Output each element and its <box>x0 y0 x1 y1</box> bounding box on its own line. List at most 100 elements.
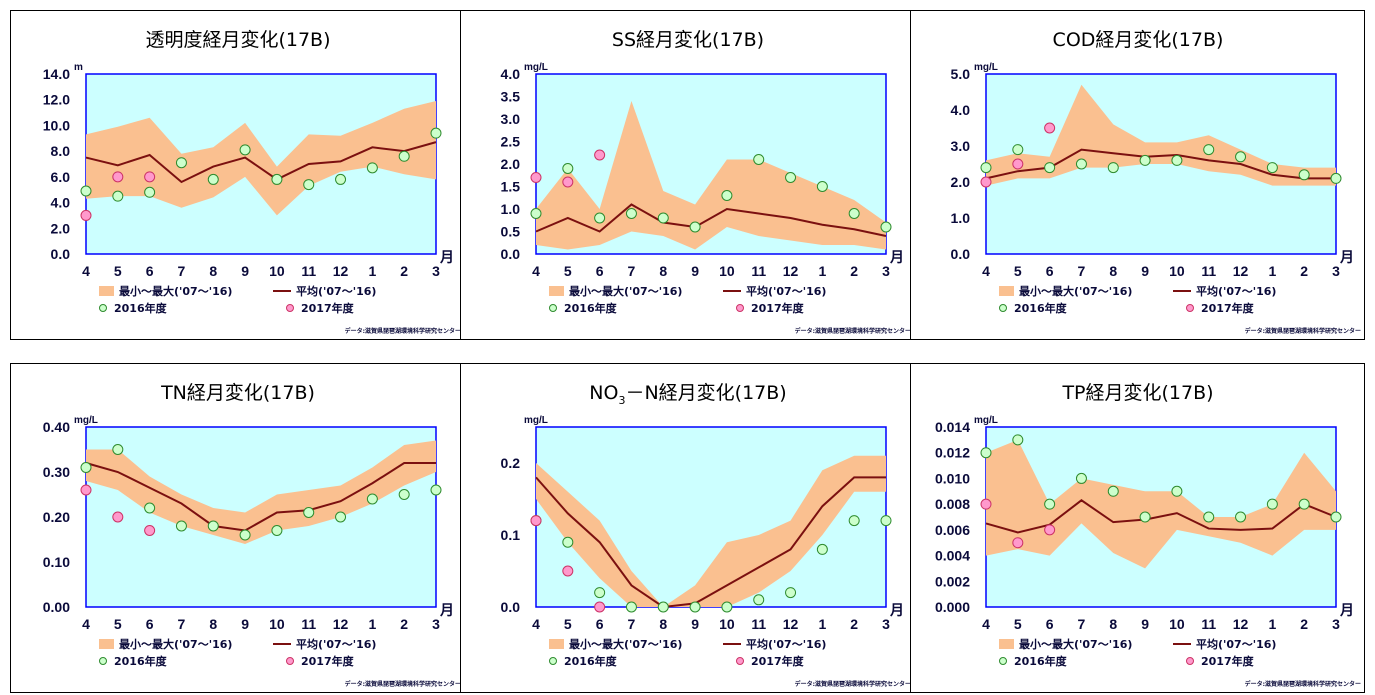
x-tick-label: 7 <box>1078 263 1086 279</box>
legend-mean: 平均('07～'16) <box>746 284 826 298</box>
point-2016 <box>1171 154 1183 166</box>
x-tick-label: 4 <box>532 616 540 632</box>
legend-range: 最小～最大('07～'16) <box>1019 637 1132 651</box>
y-tick-label: 0.30 <box>43 464 70 480</box>
y-tick-label: 0.008 <box>935 496 970 512</box>
point-2016 <box>144 502 156 514</box>
legend-marker-2016 <box>999 657 1007 665</box>
legend-range: 最小～最大('07～'16) <box>569 284 682 298</box>
legend-2016: 2016年度 <box>114 654 168 668</box>
point-2016 <box>1266 498 1278 510</box>
point-2016 <box>689 601 701 613</box>
point-2016 <box>271 173 283 185</box>
point-2016 <box>625 601 637 613</box>
point-2017 <box>112 171 124 183</box>
point-2016 <box>657 212 669 224</box>
range-band <box>86 440 436 544</box>
chart-svg: TP経月変化(17B) 0.000 0.002 0.004 0.006 0.008 0.01… <box>935 382 1361 688</box>
x-tick-label: 7 <box>178 616 186 632</box>
chart-svg: SS経月変化(17B) 0.0 0.5 1.0 1.5 2.0 2.5 3.0 3.5 4.0 mg… <box>501 29 911 335</box>
x-tick-label: 5 <box>564 616 572 632</box>
legend-marker-2017 <box>1186 304 1194 312</box>
title-main: NO <box>589 382 618 404</box>
point-2017 <box>1012 158 1024 170</box>
x-tick-label: 9 <box>691 263 699 279</box>
x-tick-label: 5 <box>114 616 122 632</box>
x-tick-label: 9 <box>1141 263 1149 279</box>
x-tick-label: 10 <box>1169 263 1185 279</box>
point-2016 <box>594 587 606 599</box>
y-tick-label: 0.00 <box>43 599 70 615</box>
legend-mean: 平均('07～'16) <box>746 637 826 651</box>
y-tick-label: 0.1 <box>501 527 521 543</box>
data-source: データ:滋賀県琵琶湖環境科学研究センター <box>345 327 461 335</box>
point-2016 <box>398 150 410 162</box>
point-2016 <box>1266 162 1278 174</box>
y-tick-label: 0.5 <box>501 224 521 240</box>
y-unit-label: mg/L <box>524 415 548 426</box>
x-tick-label: 11 <box>1201 616 1216 632</box>
chart-panel-cod: COD経月変化(17B) 0.0 1.0 2.0 3.0 4.0 5.0 mg/L 4 5 6 7 8 9… <box>910 10 1365 340</box>
x-tick-label: 4 <box>532 263 540 279</box>
legend-2017: 2017年度 <box>1201 654 1255 668</box>
point-2016 <box>1107 485 1119 497</box>
y-tick-label: 6.0 <box>51 169 71 185</box>
y-tick-label: 2.0 <box>951 174 971 190</box>
y-tick-label: 4.0 <box>51 195 71 211</box>
point-2016 <box>1107 162 1119 174</box>
y-tick-label: 0.004 <box>935 548 970 564</box>
point-2016 <box>80 462 92 473</box>
legend-marker-2017 <box>1186 657 1194 665</box>
chart-panel-ss: SS経月変化(17B) 0.0 0.5 1.0 1.5 2.0 2.5 3.0 3.5 4.0 mg… <box>460 10 915 340</box>
legend-2016: 2016年度 <box>1014 301 1068 315</box>
x-tick-label: 8 <box>659 616 667 632</box>
point-2016 <box>1075 158 1087 170</box>
legend-swatch-range <box>99 286 114 296</box>
legend-mean: 平均('07～'16) <box>296 284 376 298</box>
point-2016 <box>753 154 765 165</box>
chart-panel-transparency: 透明度経月変化(17B) 0.0 2.0 4.0 6.0 8.0 10.0 12.0 14.0 m… <box>10 10 465 340</box>
legend-2016: 2016年度 <box>564 301 618 315</box>
y-tick-label: 0.0 <box>51 246 71 262</box>
x-tick-label: 7 <box>1078 616 1086 632</box>
y-unit-label: mg/L <box>974 62 998 73</box>
y-tick-label: 14.0 <box>43 66 70 82</box>
x-tick-label: 11 <box>301 616 316 632</box>
y-unit-label: mg/L <box>74 415 98 426</box>
y-tick-label: 2.0 <box>51 220 71 236</box>
point-2017 <box>530 515 542 527</box>
point-2016 <box>816 181 828 192</box>
y-tick-label: 0.006 <box>935 522 970 538</box>
point-2016 <box>366 493 378 505</box>
legend-marker-2016 <box>99 304 107 312</box>
point-2016 <box>848 208 860 219</box>
x-tick-label: 4 <box>82 263 90 279</box>
y-tick-label: 2.0 <box>501 156 521 172</box>
point-2016 <box>848 515 860 527</box>
point-2016 <box>207 173 219 185</box>
legend-marker-2016 <box>999 304 1007 312</box>
y-tick-label: 1.0 <box>501 201 521 217</box>
point-2016 <box>785 172 797 183</box>
y-tick-label: 0.10 <box>43 554 70 570</box>
x-tick-label: 1 <box>368 616 376 632</box>
y-tick-label: 0.40 <box>43 419 70 435</box>
chart-title: TN経月変化(17B) <box>160 382 315 404</box>
x-tick-label: 12 <box>783 616 799 632</box>
y-tick-label: 0.002 <box>935 573 970 589</box>
x-tick-label: 9 <box>241 616 249 632</box>
range-band <box>536 455 886 607</box>
point-2016 <box>398 489 410 500</box>
y-tick-label: 0.0 <box>501 246 521 262</box>
y-unit-label: m <box>74 62 83 73</box>
legend-2017: 2017年度 <box>1201 301 1255 315</box>
point-2016 <box>689 221 701 233</box>
x-tick-label: 11 <box>1201 263 1216 279</box>
y-tick-label: 0.014 <box>935 419 970 435</box>
point-2016 <box>880 515 892 527</box>
y-tick-label: 1.0 <box>951 210 971 226</box>
chart-svg: TN経月変化(17B) 0.00 0.10 0.20 0.30 0.40 mg/L 4 5 6 7 8… <box>43 382 461 688</box>
point-2016 <box>1139 511 1151 523</box>
point-2016 <box>1203 511 1215 523</box>
point-2016 <box>112 190 124 202</box>
